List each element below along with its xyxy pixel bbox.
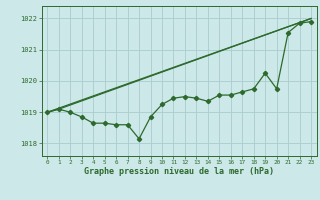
X-axis label: Graphe pression niveau de la mer (hPa): Graphe pression niveau de la mer (hPa) [84,167,274,176]
